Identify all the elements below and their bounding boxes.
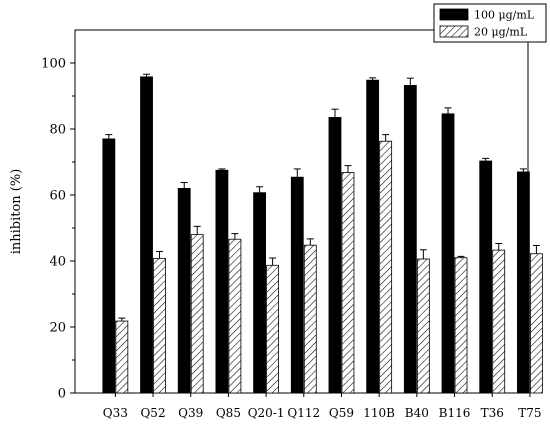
x-tick-label: T75	[518, 406, 541, 420]
x-tick-label: Q52	[140, 406, 165, 420]
axis-labels: inhibiton (%)	[9, 169, 24, 255]
y-axis-label: inhibiton (%)	[9, 169, 24, 255]
bar-hatched	[454, 257, 468, 394]
bar-solid	[479, 160, 493, 394]
y-tick-label: 20	[49, 321, 66, 336]
legend-swatch	[439, 25, 469, 38]
bar-hatched	[379, 140, 393, 394]
bar-solid	[328, 117, 342, 394]
legend-swatch	[439, 8, 469, 21]
bar-solid	[102, 138, 116, 394]
bar-hatched	[153, 257, 166, 394]
y-tick-label: 100	[41, 57, 66, 72]
x-tick-label: T36	[481, 406, 504, 420]
axis-ticks: 0 20 40 60 80 100 Q33 Q52 Q39 Q85 Q20-1 Q112 Q59 110B…	[41, 57, 541, 421]
bar-hatched	[303, 244, 317, 394]
bar-hatched	[492, 249, 506, 394]
bar-solid	[517, 171, 530, 394]
bar-solid	[366, 79, 380, 394]
bar-hatched	[266, 264, 279, 394]
legend-label: 20 μg/mL	[474, 26, 528, 39]
x-tick-label: Q20-1	[248, 406, 285, 420]
bar-solid	[253, 192, 266, 394]
bar-solid	[290, 176, 304, 394]
bar-hatched	[228, 238, 242, 394]
legend-label: 100 μg/mL	[474, 9, 535, 22]
bar-hatched	[190, 234, 204, 394]
error-bars	[105, 73, 540, 322]
x-tick-label: B40	[405, 406, 429, 420]
bar-hatched	[530, 253, 543, 394]
bar-hatched	[341, 172, 355, 394]
x-tick-label: Q33	[103, 406, 128, 420]
bar-solid	[441, 113, 455, 394]
bar-solid	[215, 169, 229, 394]
bar-hatched	[416, 258, 430, 394]
bar-solid	[403, 85, 417, 394]
bars	[102, 76, 543, 394]
y-tick-label: 40	[49, 255, 66, 270]
y-tick-label: 80	[49, 123, 66, 138]
x-tick-label: B116	[439, 406, 471, 420]
y-tick-label: 0	[58, 387, 66, 402]
x-tick-label: Q59	[329, 406, 354, 420]
x-tick-label: 110B	[363, 406, 395, 420]
y-tick-label: 60	[49, 189, 66, 204]
bar-solid	[140, 76, 153, 394]
x-tick-label: Q85	[216, 406, 241, 420]
x-tick-label: Q39	[178, 406, 203, 420]
legend: 100 μg/mL 20 μg/mL	[433, 3, 547, 43]
x-tick-label: Q112	[287, 406, 320, 420]
bar-hatched	[115, 320, 129, 394]
bar-solid	[177, 187, 191, 394]
